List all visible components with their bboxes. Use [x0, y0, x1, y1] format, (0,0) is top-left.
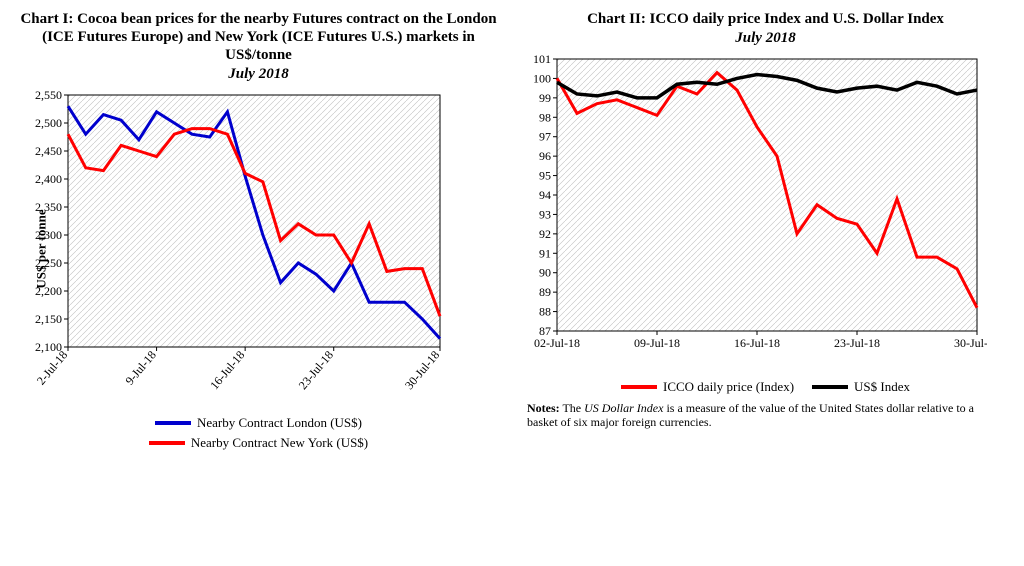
svg-text:95: 95	[539, 169, 551, 183]
svg-text:30-Jul-18: 30-Jul-18	[954, 336, 987, 350]
svg-text:100: 100	[533, 71, 551, 85]
svg-text:23-Jul-18: 23-Jul-18	[296, 348, 336, 392]
svg-text:16-Jul-18: 16-Jul-18	[207, 348, 247, 392]
legend-label: ICCO daily price (Index)	[663, 379, 794, 395]
legend-swatch	[149, 441, 185, 445]
notes-prefix: Notes:	[527, 401, 560, 415]
svg-text:98: 98	[539, 110, 551, 124]
chart1-plot-wrap: US$ per tonne 2,1002,1502,2002,2502,3002…	[10, 89, 507, 409]
legend-item: Nearby Contract New York (US$)	[149, 435, 368, 451]
svg-text:23-Jul-18: 23-Jul-18	[834, 336, 880, 350]
svg-text:2,550: 2,550	[35, 89, 62, 102]
svg-text:101: 101	[533, 53, 551, 66]
legend-swatch	[155, 421, 191, 425]
svg-text:89: 89	[539, 285, 551, 299]
svg-text:96: 96	[539, 149, 551, 163]
svg-text:2,500: 2,500	[35, 116, 62, 130]
legend-item: ICCO daily price (Index)	[621, 379, 794, 395]
chart1-legend: Nearby Contract London (US$) Nearby Contr…	[10, 415, 507, 451]
svg-text:90: 90	[539, 266, 551, 280]
chart1-title: Chart I: Cocoa bean prices for the nearb…	[20, 10, 497, 64]
chart2-legend: ICCO daily price (Index) US$ Index	[517, 379, 1014, 395]
notes-text-a: The	[560, 401, 584, 415]
legend-label: Nearby Contract London (US$)	[197, 415, 362, 431]
svg-text:09-Jul-18: 09-Jul-18	[634, 336, 680, 350]
svg-text:99: 99	[539, 91, 551, 105]
svg-text:88: 88	[539, 305, 551, 319]
svg-text:93: 93	[539, 207, 551, 221]
svg-text:2,150: 2,150	[35, 312, 62, 326]
svg-text:92: 92	[539, 227, 551, 241]
chart2-notes: Notes: The US Dollar Index is a measure …	[527, 401, 1004, 430]
chart1-ylabel: US$ per tonne	[34, 209, 50, 288]
chart2-plot-wrap: 8788899091929394959697989910010102-Jul-1…	[517, 53, 1014, 373]
chart1-panel: Chart I: Cocoa bean prices for the nearb…	[10, 10, 507, 451]
legend-swatch	[621, 385, 657, 389]
chart2-subtitle: July 2018	[517, 30, 1014, 47]
chart2-title: Chart II: ICCO daily price Index and U.S…	[527, 10, 1004, 28]
chart1-subtitle: July 2018	[10, 66, 507, 83]
legend-item: Nearby Contract London (US$)	[155, 415, 362, 431]
legend-swatch	[812, 385, 848, 389]
svg-text:9-Jul-18: 9-Jul-18	[122, 348, 158, 388]
svg-text:16-Jul-18: 16-Jul-18	[734, 336, 780, 350]
legend-label: Nearby Contract New York (US$)	[191, 435, 368, 451]
svg-text:91: 91	[539, 246, 551, 260]
legend-item: US$ Index	[812, 379, 910, 395]
notes-em: US Dollar Index	[584, 401, 663, 415]
legend-label: US$ Index	[854, 379, 910, 395]
chart1-svg: 2,1002,1502,2002,2502,3002,3502,4002,450…	[10, 89, 450, 409]
svg-text:02-Jul-18: 02-Jul-18	[534, 336, 580, 350]
charts-container: Chart I: Cocoa bean prices for the nearb…	[10, 10, 1014, 451]
svg-text:2,400: 2,400	[35, 172, 62, 186]
chart2-panel: Chart II: ICCO daily price Index and U.S…	[517, 10, 1014, 451]
svg-text:94: 94	[539, 188, 551, 202]
svg-text:30-Jul-18: 30-Jul-18	[402, 348, 442, 392]
chart2-svg: 8788899091929394959697989910010102-Jul-1…	[517, 53, 987, 373]
svg-text:97: 97	[539, 130, 551, 144]
svg-text:2,450: 2,450	[35, 144, 62, 158]
